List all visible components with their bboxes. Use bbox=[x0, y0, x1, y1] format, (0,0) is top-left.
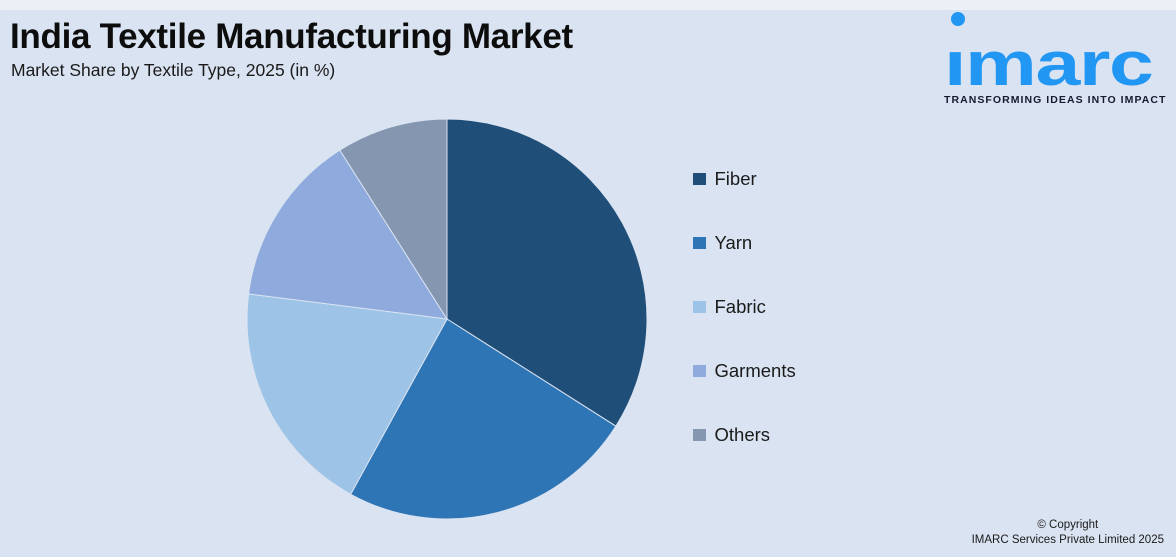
top-edge-highlight bbox=[0, 0, 1176, 10]
logo-tagline: TRANSFORMING IDEAS INTO IMPACT bbox=[944, 94, 1167, 106]
page-title: India Textile Manufacturing Market bbox=[10, 17, 573, 56]
copyright-line2: IMARC Services Private Limited 2025 bbox=[971, 533, 1164, 546]
legend-swatch-icon bbox=[693, 236, 706, 250]
logo-dot-icon bbox=[951, 12, 965, 26]
legend-item-yarn: Yarn bbox=[693, 231, 796, 253]
legend-item-fabric: Fabric bbox=[693, 295, 796, 317]
legend-label: Yarn bbox=[714, 231, 753, 253]
legend-swatch-icon bbox=[693, 300, 706, 314]
pie-slice-fabric bbox=[246, 293, 448, 495]
legend-item-others: Others bbox=[693, 423, 796, 445]
pie-slice-garments bbox=[248, 149, 448, 320]
imarc-logo: ımarc TRANSFORMING IDEAS INTO IMPACT bbox=[944, 12, 1168, 107]
pie-chart-svg bbox=[246, 118, 648, 520]
copyright: © Copyright IMARC Services Private Limit… bbox=[972, 518, 1164, 548]
logo-wordmark: ımarc bbox=[944, 30, 1154, 99]
legend-swatch-icon bbox=[693, 364, 706, 378]
legend-item-fiber: Fiber bbox=[693, 167, 796, 189]
legend-label: Garments bbox=[714, 359, 796, 381]
page-subtitle: Market Share by Textile Type, 2025 (in %… bbox=[11, 60, 336, 80]
legend: Fiber Yarn Fabric Garments Others bbox=[693, 167, 796, 445]
copyright-line1: © Copyright bbox=[1037, 518, 1099, 531]
pie-slice-fiber bbox=[446, 118, 648, 427]
pie-slice-others bbox=[339, 118, 448, 321]
legend-label: Fabric bbox=[714, 295, 766, 317]
pie-slice-yarn bbox=[349, 318, 617, 520]
legend-swatch-icon bbox=[693, 172, 706, 186]
legend-label: Others bbox=[714, 423, 771, 445]
legend-item-garments: Garments bbox=[693, 359, 796, 381]
legend-label: Fiber bbox=[714, 167, 757, 189]
legend-swatch-icon bbox=[693, 428, 706, 442]
pie-chart bbox=[237, 109, 657, 529]
